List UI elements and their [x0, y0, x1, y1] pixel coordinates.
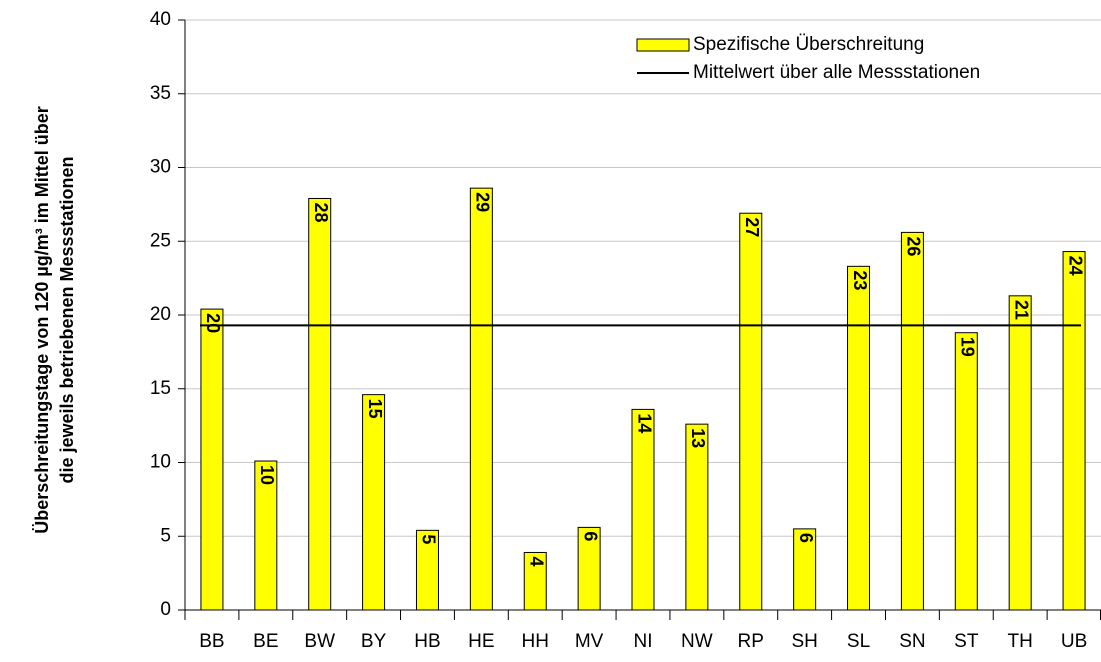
- bar: [469, 187, 493, 611]
- x-tick-label: BE: [253, 631, 278, 652]
- bar: [685, 423, 709, 611]
- bar: [577, 526, 601, 611]
- bar: [308, 197, 332, 611]
- value-label: 29: [473, 192, 493, 212]
- value-label: 5: [419, 534, 439, 544]
- x-tick-label: TH: [1008, 631, 1033, 652]
- x-tick-label: SL: [847, 631, 870, 652]
- value-label: 6: [796, 533, 816, 543]
- bar: [523, 551, 547, 611]
- value-label: 19: [958, 337, 978, 357]
- value-label: 4: [526, 556, 546, 566]
- value-label: 23: [850, 270, 870, 290]
- legend-label: Spezifische Überschreitung: [693, 34, 924, 55]
- value-label: 28: [311, 202, 331, 222]
- value-label: 13: [688, 428, 708, 448]
- bar: [847, 265, 871, 611]
- value-label: 27: [742, 217, 762, 237]
- bar: [793, 528, 817, 611]
- value-label: 10: [257, 465, 277, 485]
- value-label: 15: [365, 399, 385, 419]
- x-tick-label: SH: [791, 631, 817, 652]
- bar: [1008, 295, 1032, 611]
- y-tick-label: 35: [150, 83, 171, 104]
- bar: [739, 212, 763, 611]
- x-tick-label: BB: [199, 631, 224, 652]
- bar: [900, 231, 924, 611]
- bar: [362, 394, 386, 611]
- x-tick-label: UB: [1061, 631, 1087, 652]
- y-tick-label: 5: [160, 525, 171, 546]
- legend-swatch: [636, 38, 690, 52]
- x-tick-label: NW: [681, 631, 713, 652]
- legend-label: Mittelwert über alle Messstationen: [693, 62, 980, 83]
- bar: [1062, 251, 1086, 611]
- y-tick-label: 0: [160, 599, 171, 620]
- bar: [954, 332, 978, 611]
- bar: [631, 408, 655, 611]
- x-tick-label: RP: [738, 631, 764, 652]
- y-axis-label: die jeweils betriebenen Messstationen: [57, 156, 77, 483]
- x-tick-label: HB: [414, 631, 440, 652]
- x-tick-label: BY: [361, 631, 387, 652]
- x-tick-label: ST: [954, 631, 979, 652]
- y-tick-label: 30: [150, 157, 171, 178]
- x-tick-label: HH: [522, 631, 549, 652]
- x-tick-label: NI: [634, 631, 653, 652]
- value-label: 14: [634, 413, 654, 433]
- value-label: 21: [1011, 300, 1031, 320]
- bar: [415, 529, 439, 611]
- x-tick-label: MV: [575, 631, 604, 652]
- value-label: 20: [203, 313, 223, 333]
- value-label: 6: [580, 531, 600, 541]
- x-tick-label: BW: [304, 631, 335, 652]
- x-tick-label: HE: [468, 631, 494, 652]
- y-axis-label: Überschreitungstage von 120 µg/m³ im Mit…: [32, 106, 52, 533]
- value-label: 26: [904, 236, 924, 256]
- y-tick-label: 10: [150, 452, 171, 473]
- y-tick-label: 25: [150, 230, 171, 251]
- y-tick-label: 40: [150, 9, 171, 30]
- x-tick-label: SN: [899, 631, 925, 652]
- bar: [200, 308, 224, 611]
- y-tick-label: 20: [150, 304, 171, 325]
- value-label: 24: [1065, 256, 1085, 276]
- y-tick-label: 15: [150, 378, 171, 399]
- bar: [254, 460, 278, 611]
